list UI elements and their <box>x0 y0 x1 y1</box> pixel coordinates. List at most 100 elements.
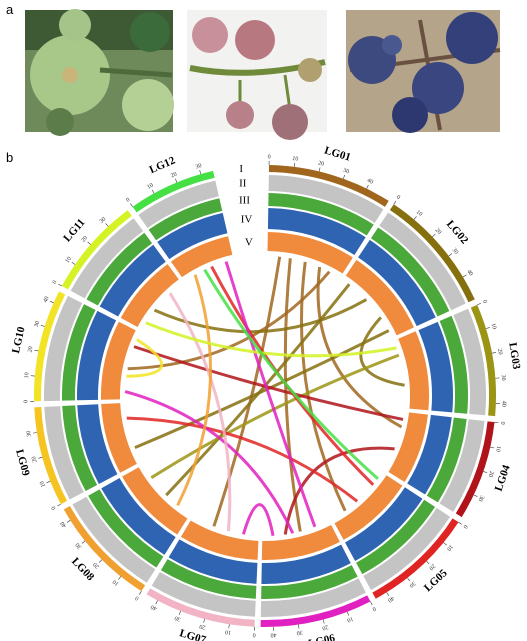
track-orange <box>345 259 414 336</box>
tick-label: 30 <box>75 541 83 549</box>
chromosome-label: LG06 <box>307 632 336 641</box>
chromosome-band <box>63 506 146 592</box>
tick-mark <box>87 241 91 245</box>
tick-label: 0 <box>371 605 376 612</box>
tick-mark <box>298 624 300 629</box>
chromosome-label: LG05 <box>422 567 450 594</box>
track-green <box>86 232 153 306</box>
tick-mark <box>71 261 76 265</box>
tick-label: 30 <box>477 494 485 502</box>
tick-label: 20 <box>428 562 436 570</box>
track-orange <box>120 264 179 327</box>
tick-mark <box>432 233 436 238</box>
track-green <box>160 559 257 599</box>
chromosome-band <box>34 291 66 402</box>
synteny-link <box>241 503 275 537</box>
synteny-link <box>203 268 379 480</box>
synteny-link <box>126 416 359 503</box>
tick-mark <box>483 471 488 474</box>
tick-mark <box>370 601 373 606</box>
chromosome-band <box>455 421 495 518</box>
tick-label: 0 <box>253 631 256 637</box>
tick-label: 40 <box>387 595 395 603</box>
chromosome-band <box>260 595 371 628</box>
tick-label: 10 <box>489 323 496 330</box>
track-green <box>370 227 450 317</box>
track-orange <box>398 331 429 411</box>
synteny-link <box>126 338 163 378</box>
tick-label: 20 <box>317 160 324 167</box>
track-gray <box>70 218 144 299</box>
tick-mark <box>40 324 45 327</box>
tick-mark <box>105 223 109 227</box>
track-gray <box>44 406 84 500</box>
tick-mark <box>118 576 122 580</box>
tick-label: 0 <box>462 523 469 529</box>
tick-label: 20 <box>81 235 89 243</box>
tick-mark <box>178 610 181 615</box>
synteny-link <box>134 329 390 450</box>
tick-mark <box>426 561 430 565</box>
track-blue <box>77 310 117 401</box>
tick-label: 10 <box>292 156 299 163</box>
tick-label: 10 <box>415 209 423 217</box>
tick-label: 30 <box>500 374 506 380</box>
tick-label: 10 <box>225 628 232 635</box>
tick-label: 40 <box>500 401 506 407</box>
track-orange <box>334 475 403 540</box>
tick-label: 0 <box>134 594 140 601</box>
track-blue <box>101 478 176 555</box>
tick-mark <box>458 521 463 525</box>
tick-label: 30 <box>174 614 182 622</box>
photo-ripening-berries <box>187 10 327 140</box>
tick-mark <box>477 303 482 306</box>
tick-mark <box>57 503 62 507</box>
panel-label: a <box>6 2 14 17</box>
tick-label: 0 <box>51 505 58 510</box>
tick-label: 0 <box>481 299 488 304</box>
track-label: I <box>239 163 243 175</box>
track-orange <box>261 525 340 560</box>
tick-label: 10 <box>494 445 501 452</box>
tick-mark <box>490 446 495 449</box>
tick-label: 30 <box>296 629 303 636</box>
tick-label: 0 <box>125 197 131 204</box>
tick-label: 30 <box>342 168 350 176</box>
tick-label: 30 <box>195 163 202 170</box>
tick-mark <box>386 592 390 596</box>
track-green <box>62 304 96 401</box>
tick-label: 20 <box>92 561 100 569</box>
chromosome-band <box>268 165 389 207</box>
photo-green-berries <box>25 9 174 136</box>
synteny-link <box>224 261 317 528</box>
tick-mark <box>443 542 447 546</box>
synteny-link <box>145 321 397 358</box>
track-blue <box>261 544 351 584</box>
tick-label: 0 <box>52 280 59 285</box>
tick-label: 30 <box>99 217 107 225</box>
tick-label: 10 <box>65 256 73 264</box>
tick-mark <box>34 349 39 352</box>
tick-label: 0 <box>23 400 29 403</box>
tick-label: 10 <box>346 615 354 623</box>
track-label: III <box>239 195 250 207</box>
chromosome-band <box>34 406 68 505</box>
tick-mark <box>203 618 205 623</box>
chromosome-band <box>470 304 496 417</box>
synteny-link <box>300 261 347 512</box>
tick-mark <box>155 600 158 605</box>
track-green <box>261 565 358 599</box>
tick-mark <box>343 174 345 179</box>
tick-mark <box>393 200 397 205</box>
tick-label: 30 <box>451 247 459 255</box>
track-blue <box>345 487 423 561</box>
tick-label: 10 <box>24 372 30 378</box>
track-orange <box>388 412 428 482</box>
tick-mark <box>58 283 62 287</box>
tick-label: 0 <box>499 421 505 425</box>
track-green <box>268 193 374 236</box>
chromosome-band <box>389 204 475 303</box>
track-gray <box>268 175 384 223</box>
track-gray <box>138 180 219 229</box>
